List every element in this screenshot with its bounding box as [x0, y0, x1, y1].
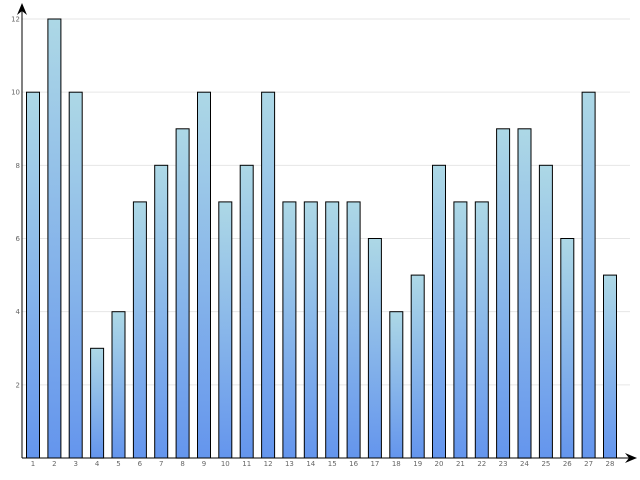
x-tick-label: 2 — [52, 460, 56, 468]
x-tick-label: 26 — [563, 460, 572, 468]
bar — [432, 164, 446, 459]
x-tick-label: 27 — [584, 460, 593, 468]
x-tick-label: 25 — [541, 460, 550, 468]
y-tick-labels: 2 4 6 8 10 12 — [11, 16, 20, 390]
x-tick-label: 12 — [264, 460, 273, 468]
bar — [175, 128, 190, 459]
bar — [474, 201, 489, 459]
bar — [603, 274, 617, 459]
x-tick-label: 9 — [202, 460, 206, 468]
x-tick-label: 19 — [413, 460, 422, 468]
y-tick-label: 12 — [11, 16, 20, 24]
bar — [132, 201, 147, 459]
bars — [26, 18, 617, 459]
bar — [346, 201, 361, 459]
axes — [17, 3, 637, 463]
y-tick-label: 4 — [16, 308, 21, 316]
bar — [154, 164, 169, 459]
bar — [282, 201, 297, 459]
bar — [325, 201, 340, 459]
bar — [47, 18, 62, 459]
y-axis-arrow-icon — [17, 3, 27, 15]
x-axis-arrow-icon — [625, 453, 637, 463]
bar — [197, 91, 211, 459]
x-tick-label: 4 — [95, 460, 100, 468]
bar — [389, 311, 404, 459]
y-tick-label: 10 — [11, 89, 20, 97]
x-tick-label: 23 — [499, 460, 508, 468]
bar — [303, 201, 318, 459]
x-tick-label: 6 — [138, 460, 143, 468]
x-tick-label: 14 — [306, 460, 315, 468]
bar — [261, 91, 276, 459]
x-tick-label: 18 — [392, 460, 401, 468]
x-tick-label: 21 — [456, 460, 465, 468]
x-tick-label: 3 — [73, 460, 77, 468]
y-tick-label: 6 — [16, 235, 21, 243]
x-tick-label: 20 — [435, 460, 444, 468]
bar — [581, 91, 596, 459]
x-tick-label: 13 — [285, 460, 294, 468]
x-tick-label: 10 — [221, 460, 230, 468]
x-tick-label: 22 — [477, 460, 486, 468]
bar — [111, 311, 126, 459]
bar — [496, 128, 511, 459]
x-tick-label: 11 — [242, 460, 251, 468]
bar — [68, 91, 83, 459]
x-tick-labels: 1 2 3 4 5 6 7 8 9 10 11 12 13 14 15 16 17 18 19 20 21 22 23 24 2… — [31, 460, 615, 468]
x-tick-label: 7 — [159, 460, 163, 468]
y-tick-label: 8 — [16, 162, 20, 170]
bar — [218, 201, 233, 459]
bar — [517, 128, 532, 459]
x-tick-label: 15 — [328, 460, 337, 468]
x-tick-label: 16 — [349, 460, 358, 468]
y-tick-label: 2 — [16, 381, 20, 389]
bar — [26, 91, 40, 459]
bar — [560, 238, 575, 459]
x-tick-label: 17 — [370, 460, 379, 468]
bar — [239, 164, 254, 459]
x-tick-label: 5 — [116, 460, 120, 468]
x-tick-label: 28 — [606, 460, 615, 468]
bar — [538, 164, 553, 459]
x-tick-label: 8 — [180, 460, 184, 468]
x-tick-label: 1 — [31, 460, 35, 468]
bar — [453, 201, 468, 459]
bar — [410, 274, 425, 459]
bar — [367, 238, 382, 459]
bar — [90, 347, 105, 459]
x-tick-label: 24 — [520, 460, 529, 468]
